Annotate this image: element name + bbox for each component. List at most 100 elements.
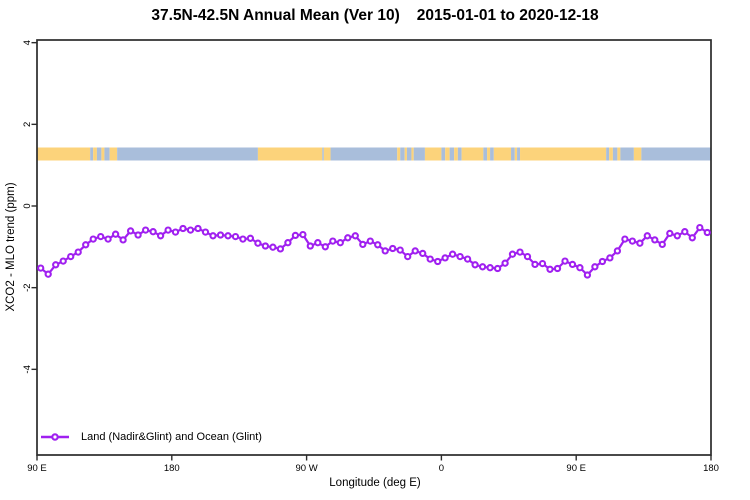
map-strip-segment-land: [424, 147, 442, 161]
data-point-marker: [583, 271, 592, 279]
legend: Land (Nadir&Glint) and Ocean (Glint): [40, 429, 262, 444]
data-point-marker: [351, 232, 359, 240]
data-point-marker: [344, 234, 352, 242]
data-point-marker: [269, 243, 277, 251]
y-tick-label: 2: [22, 122, 33, 127]
data-point-marker: [591, 263, 599, 271]
map-strip-segment-land: [633, 147, 642, 161]
data-point-marker: [321, 243, 329, 251]
x-tick-label: 90 W: [296, 463, 318, 474]
data-point-marker: [703, 228, 711, 237]
map-strip-segment-ocean: [606, 147, 610, 161]
data-point-marker: [613, 247, 622, 255]
data-point-marker: [156, 232, 165, 240]
map-strip-segment-ocean: [517, 147, 521, 161]
data-point-marker: [329, 237, 337, 245]
data-point-marker: [111, 230, 120, 238]
map-strip-segment-ocean: [413, 147, 425, 161]
map-strip-segment-ocean: [449, 147, 455, 161]
data-point-marker: [186, 226, 195, 234]
data-point-marker: [419, 249, 427, 258]
plot-frame: [36, 39, 712, 456]
data-point-marker: [696, 223, 704, 232]
data-point-marker: [284, 239, 292, 247]
data-point-marker: [598, 257, 607, 266]
map-strip-segment-ocean: [511, 147, 515, 161]
data-point-marker: [149, 228, 157, 236]
map-strip-segment-land: [404, 147, 407, 161]
data-point-marker: [359, 240, 367, 249]
map-strip-segment-ocean: [96, 147, 102, 161]
data-point-marker: [231, 232, 240, 241]
chart-title-dates: 2015-01-01 to 2020-12-18: [416, 7, 599, 24]
map-strip-segment-land: [37, 147, 91, 161]
data-point-marker: [553, 264, 562, 273]
map-strip-segment-land: [461, 147, 484, 161]
map-strip-segment-land: [257, 147, 323, 161]
data-point-marker: [381, 247, 389, 255]
data-point-marker: [201, 228, 210, 236]
x-tick-label: 0: [439, 463, 444, 474]
map-strip-segment-ocean: [483, 147, 488, 161]
map-strip-segment-ocean: [104, 147, 110, 161]
data-point-marker: [82, 241, 90, 249]
data-point-marker: [291, 231, 300, 240]
map-strip-segment-ocean: [620, 147, 634, 161]
map-strip-segment-ocean: [457, 147, 462, 161]
data-point-marker: [456, 252, 464, 261]
data-point-marker: [643, 232, 651, 240]
data-point-marker: [52, 261, 60, 269]
data-point-marker: [486, 264, 494, 272]
y-tick-label: 4: [22, 40, 33, 45]
data-point-marker: [179, 224, 187, 233]
map-strip-segment-ocean: [400, 147, 405, 161]
data-point-marker: [366, 237, 374, 245]
map-strip-segment-land: [445, 147, 450, 161]
data-point-marker: [299, 230, 307, 239]
data-point-marker: [681, 228, 689, 236]
data-point-marker: [134, 231, 142, 239]
data-point-marker: [89, 235, 97, 243]
map-strip-segment-land: [520, 147, 607, 161]
x-tick-label: 180: [164, 463, 180, 474]
data-point-marker: [389, 244, 397, 253]
data-point-marker: [568, 260, 577, 269]
y-tick-label: -4: [22, 365, 33, 373]
data-point-marker: [306, 242, 314, 250]
data-point-marker: [688, 234, 696, 242]
map-strip-segment-land: [487, 147, 491, 161]
map-strip-segment-land: [93, 147, 97, 161]
x-axis-title: Longitude (deg E): [329, 477, 421, 489]
map-strip-segment-land: [514, 147, 518, 161]
x-tick-label: 180: [703, 463, 719, 474]
data-point-marker: [216, 231, 225, 239]
data-point-marker: [636, 239, 644, 247]
data-point-marker: [501, 259, 509, 267]
data-point-marker: [658, 240, 666, 249]
y-axis-title: XCO2 - MLO trend (ppm): [5, 182, 17, 312]
data-point-marker: [628, 237, 637, 245]
data-point-marker: [59, 257, 67, 265]
map-strip-segment-land: [411, 147, 414, 161]
map-strip-segment-ocean: [406, 147, 412, 161]
data-point-marker: [673, 232, 681, 240]
data-point-marker: [74, 248, 82, 256]
map-strip-segment-land: [323, 147, 331, 161]
data-point-marker: [164, 226, 172, 234]
map-strip-segment-ocean: [441, 147, 446, 161]
y-tick-label: 0: [22, 203, 33, 208]
data-point-marker: [478, 263, 487, 271]
map-strip-segment-land: [101, 147, 105, 161]
data-point-marker: [119, 236, 127, 244]
data-point-marker: [239, 235, 247, 243]
data-point-marker: [261, 242, 270, 250]
data-point-marker: [171, 228, 180, 236]
x-tick-label: 90 E: [566, 463, 586, 474]
map-strip-segment-land: [493, 147, 512, 161]
data-point-marker: [126, 227, 135, 235]
data-point-marker: [463, 255, 472, 263]
map-strip-segment-ocean: [490, 147, 494, 161]
data-point-marker: [97, 232, 105, 241]
